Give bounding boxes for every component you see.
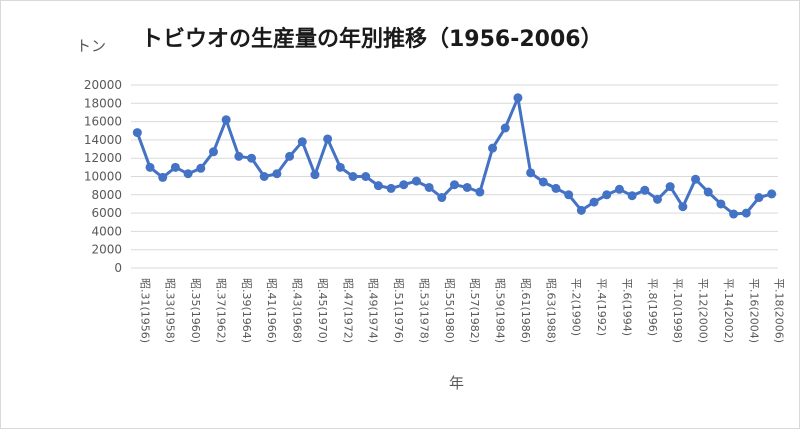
data-point	[132, 128, 142, 138]
gridlines	[131, 84, 778, 269]
x-tick-label: 昭.33(1958)	[164, 278, 177, 343]
x-tick-label: 昭.51(1976)	[392, 278, 405, 343]
x-tick-label: 平.14(2002)	[722, 278, 735, 343]
y-tick-label: 18000	[84, 96, 122, 110]
x-tick-label: 昭.57(1982)	[468, 278, 481, 343]
data-point	[208, 147, 218, 157]
x-tick-label: 昭.53(1978)	[417, 278, 430, 343]
y-axis-unit-label: トン	[76, 37, 107, 55]
x-tick-label: 昭.63(1988)	[544, 278, 557, 343]
y-tick-label: 20000	[84, 78, 122, 92]
x-tick-label: 昭.47(1972)	[341, 278, 354, 343]
data-point	[145, 162, 155, 172]
data-point	[158, 172, 168, 182]
data-point	[716, 199, 726, 209]
data-point	[221, 115, 231, 125]
data-point	[551, 183, 561, 193]
x-axis-ticks: 昭.31(1956) 昭.33(1958) 昭.35(1960) 昭.37(1962)…	[138, 278, 785, 343]
data-point	[767, 189, 777, 199]
x-tick-label: 昭.61(1986)	[519, 278, 532, 343]
data-point	[729, 209, 739, 219]
data-point	[196, 163, 206, 173]
data-point	[538, 177, 548, 187]
data-point	[614, 184, 624, 194]
x-tick-label: 昭.37(1962)	[214, 278, 227, 343]
data-point	[488, 143, 498, 153]
x-tick-label: 平.6(1994)	[620, 278, 633, 336]
data-point	[335, 162, 345, 172]
data-point	[513, 93, 523, 103]
x-tick-label: 平.2(1990)	[570, 278, 583, 336]
x-tick-label: 平.12(2000)	[697, 278, 710, 343]
data-point	[437, 193, 447, 203]
series-group	[132, 93, 777, 219]
y-tick-label: 12000	[84, 151, 122, 165]
y-tick-label: 4000	[91, 224, 122, 238]
data-point	[361, 172, 371, 181]
data-point	[564, 190, 574, 200]
data-point	[475, 187, 485, 197]
x-axis-label: 年	[449, 374, 465, 392]
x-tick-label: 平.10(1998)	[671, 278, 684, 343]
data-point	[386, 183, 396, 193]
y-tick-label: 2000	[91, 243, 122, 257]
y-axis-ticks: 0 2000 4000 6000 8000 10000 12000 14000 16000 180…	[84, 78, 122, 275]
data-point	[703, 187, 713, 197]
data-point	[247, 153, 257, 163]
data-point	[602, 190, 612, 200]
data-point	[678, 202, 688, 212]
y-tick-label: 6000	[91, 206, 122, 220]
data-point	[576, 205, 586, 215]
data-point	[665, 182, 675, 192]
data-point	[272, 169, 282, 179]
x-tick-label: 昭.31(1956)	[138, 278, 151, 343]
data-point	[373, 181, 383, 191]
x-tick-label: 昭.55(1980)	[443, 278, 456, 343]
y-tick-label: 8000	[91, 188, 122, 202]
x-tick-label: 昭.59(1984)	[494, 278, 507, 343]
data-point	[310, 170, 320, 180]
data-point	[589, 197, 599, 207]
data-point	[500, 123, 510, 133]
x-tick-label: 昭.43(1968)	[291, 278, 304, 343]
data-point	[450, 180, 459, 190]
x-tick-label: 平.16(2004)	[747, 278, 760, 343]
data-point	[741, 208, 751, 218]
x-tick-label: 平.4(1992)	[595, 278, 608, 336]
data-point	[170, 162, 180, 172]
chart-title: トビウオの生産量の年別推移（1956-2006）	[141, 27, 603, 52]
data-point	[323, 134, 333, 144]
data-point	[285, 151, 295, 161]
x-tick-label: 昭.49(1974)	[367, 278, 380, 343]
y-tick-label: 14000	[84, 133, 122, 147]
y-tick-label: 0	[114, 261, 122, 275]
y-tick-label: 16000	[84, 115, 122, 129]
data-point	[462, 182, 472, 192]
x-tick-label: 平.8(1996)	[646, 278, 659, 336]
data-point	[183, 169, 193, 179]
data-point	[297, 137, 307, 147]
data-point	[652, 194, 662, 204]
x-tick-label: 昭.45(1970)	[316, 278, 329, 343]
data-point	[399, 180, 409, 190]
data-point	[640, 185, 650, 195]
data-point	[234, 151, 244, 161]
data-point	[348, 172, 358, 181]
y-tick-label: 10000	[84, 170, 122, 184]
x-tick-label: 昭.39(1964)	[240, 278, 253, 343]
data-point	[754, 193, 764, 203]
x-tick-label: 昭.41(1966)	[265, 278, 278, 343]
x-tick-label: 昭.35(1960)	[189, 278, 202, 343]
data-point	[411, 176, 421, 186]
data-point	[691, 174, 701, 184]
data-point	[526, 168, 536, 178]
x-tick-label: 平.18(2006)	[773, 278, 786, 343]
data-point	[424, 182, 434, 192]
data-point	[627, 191, 637, 201]
data-point	[259, 172, 269, 181]
series-line	[135, 96, 773, 216]
